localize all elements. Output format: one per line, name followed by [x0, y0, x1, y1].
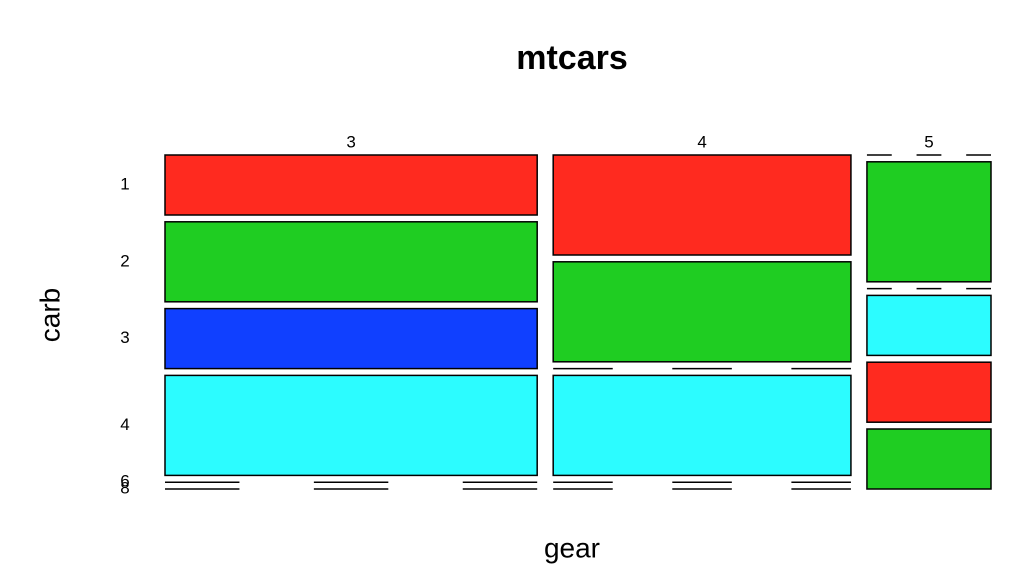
mosaic-cell	[552, 154, 852, 256]
x-tick-label: 5	[924, 132, 933, 151]
mosaic-cell	[552, 374, 852, 477]
y-tick-label: 2	[120, 251, 129, 270]
mosaic-cell	[164, 221, 538, 303]
y-axis-label: carb	[34, 288, 65, 342]
chart-title: mtcars	[516, 39, 628, 77]
mosaic-cell	[164, 374, 538, 477]
y-tick-label: 4	[120, 415, 129, 434]
y-tick-label: 1	[120, 174, 129, 193]
x-axis-label: gear	[544, 532, 600, 563]
y-tick-label: 3	[120, 328, 129, 347]
mosaic-cell	[866, 161, 992, 283]
mosaic-cell	[164, 154, 538, 216]
mosaic-cell	[164, 307, 538, 370]
mosaic-cell	[866, 294, 992, 357]
mosaic-cell	[866, 361, 992, 423]
x-tick-label: 3	[346, 132, 355, 151]
mosaic-cell	[552, 261, 852, 363]
mosaic-cell	[866, 428, 992, 490]
y-tick-label: 8	[120, 478, 129, 497]
x-tick-label: 4	[697, 132, 706, 151]
y-tick-label: 6	[120, 472, 129, 491]
